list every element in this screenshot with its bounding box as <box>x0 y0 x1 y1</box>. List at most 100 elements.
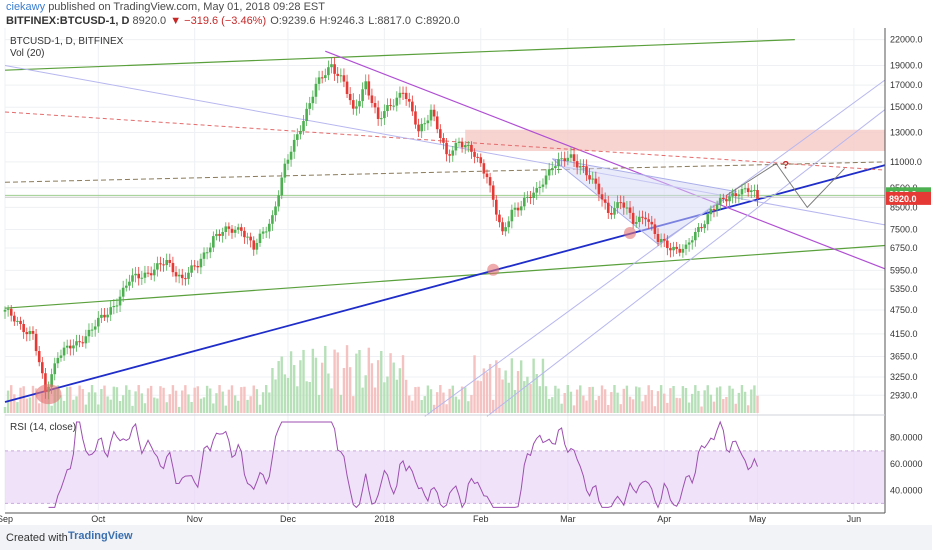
candle-body <box>292 139 296 152</box>
volume-bar <box>491 399 495 413</box>
volume-bar <box>19 387 22 413</box>
volume-bar <box>352 396 355 413</box>
candle-body <box>703 224 706 229</box>
volume-bar <box>479 381 482 413</box>
volume-bar <box>631 399 635 413</box>
volume-bar <box>327 373 330 413</box>
volume-bar <box>277 361 280 413</box>
candles <box>3 57 759 400</box>
candle-body <box>271 215 274 224</box>
volume-bar <box>268 392 271 413</box>
candle-body <box>426 120 430 124</box>
candle-body <box>532 192 535 198</box>
open-value: O:9239.6 <box>270 15 316 27</box>
candle-body <box>432 109 436 117</box>
volume-bar <box>121 395 125 413</box>
candle-body <box>19 320 22 325</box>
candle-body <box>215 233 218 237</box>
volume-bar <box>551 397 554 413</box>
volume-bar <box>663 393 666 413</box>
candle-body <box>653 224 657 234</box>
candle-body <box>289 151 293 160</box>
volume-bar <box>510 358 514 413</box>
candle-body <box>756 190 759 199</box>
change-value: ▼ −319.6 (−3.46%) <box>170 15 267 27</box>
volume-bar <box>644 394 647 413</box>
candle-body <box>361 89 364 102</box>
volume-bar <box>473 355 476 413</box>
candle-body <box>442 137 445 143</box>
tradingview-logo[interactable]: TradingView <box>68 530 133 542</box>
candle-body <box>501 222 504 232</box>
volume-bar <box>647 385 650 413</box>
candle-body <box>16 320 19 322</box>
candle-body <box>619 202 622 204</box>
candle-body <box>383 111 386 119</box>
volume-bar <box>373 387 377 413</box>
volume-bar <box>212 403 215 413</box>
price-chart[interactable]: ? 22000.0 19000.0 17000.0 15000.0 13000.0 110… <box>0 0 932 525</box>
volume-legend: Vol (20) <box>10 48 44 59</box>
candle-body <box>184 278 187 280</box>
candle-body <box>224 226 228 233</box>
volume-bar <box>529 384 532 413</box>
candle-body <box>504 227 507 232</box>
low-value: L:8817.0 <box>368 15 412 27</box>
candle-body <box>538 186 542 189</box>
volume-bar <box>650 390 653 413</box>
volume-bar <box>635 386 638 413</box>
candle-body <box>628 207 632 213</box>
candle-body <box>202 252 206 259</box>
volume-bar <box>320 362 324 413</box>
candle-body <box>255 242 259 250</box>
candle-body <box>240 227 243 231</box>
candle-body <box>162 264 165 266</box>
candle-body <box>31 330 35 334</box>
candle-body <box>180 274 184 279</box>
volume-bar <box>339 394 343 413</box>
candle-body <box>718 197 722 205</box>
author-link[interactable]: ciekawy <box>6 1 46 13</box>
volume-bar <box>666 402 669 413</box>
volume-bar <box>143 403 147 413</box>
volume-bar <box>436 392 439 413</box>
candle-body <box>93 326 97 330</box>
candle-body <box>600 194 604 200</box>
candle-body <box>401 92 405 94</box>
candle-body <box>295 134 299 140</box>
candle-body <box>283 163 287 178</box>
volume-bar <box>588 387 591 413</box>
candle-body <box>348 93 352 101</box>
volume-bar <box>125 385 128 413</box>
volume-bar <box>115 387 119 413</box>
candle-body <box>6 308 10 310</box>
projection-path <box>726 162 845 209</box>
symbol-title: BITFINEX:BTCUSD-1, D <box>6 15 130 27</box>
volume-bar <box>3 407 7 413</box>
rsi-line <box>48 420 758 509</box>
candle-body <box>342 75 346 82</box>
candle-body <box>72 345 75 349</box>
volume-bar <box>712 401 716 413</box>
volume-bar <box>582 395 585 413</box>
volume-bar <box>140 393 144 413</box>
time-tick: Oct <box>91 514 106 524</box>
volume-bar <box>299 360 302 413</box>
thin-channel-line <box>424 79 886 417</box>
candle-body <box>457 141 461 143</box>
candle-body <box>398 92 402 98</box>
volume-bar <box>16 402 19 413</box>
candle-body <box>743 188 747 190</box>
volume-bar <box>286 377 290 413</box>
candle-body <box>392 105 395 107</box>
volume-bar <box>557 388 560 413</box>
candle-body <box>467 144 470 146</box>
candle-body <box>597 183 601 195</box>
volume-bar <box>271 368 274 413</box>
candle-body <box>622 202 626 208</box>
candle-body <box>373 103 377 108</box>
volume-bar <box>544 386 548 413</box>
candle-body <box>572 154 576 162</box>
volume-bar <box>324 345 327 413</box>
time-tick: Dec <box>280 514 297 524</box>
